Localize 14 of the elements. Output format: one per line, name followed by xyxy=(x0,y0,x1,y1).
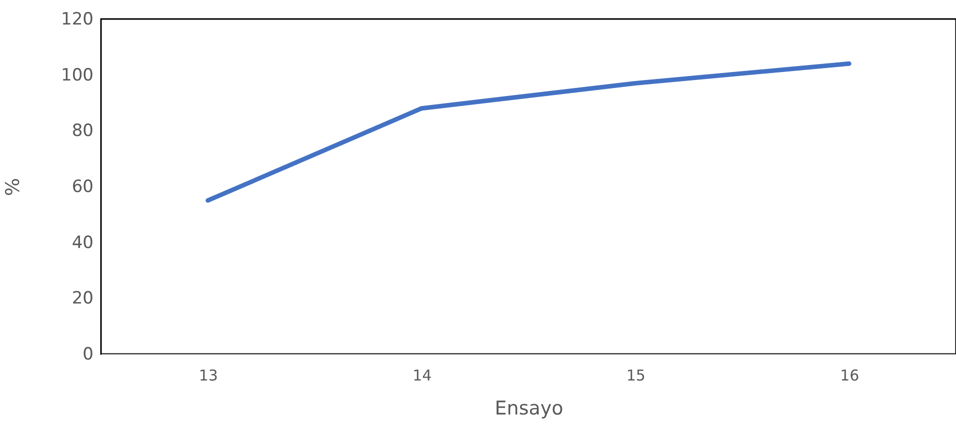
x-tick-label: 14 xyxy=(412,366,432,384)
y-tick-label: 120 xyxy=(61,10,94,30)
x-tick-label: 15 xyxy=(626,366,646,384)
y-axis-title: % xyxy=(2,178,24,196)
y-tick-label: 60 xyxy=(72,177,94,197)
x-tick-label: 13 xyxy=(198,366,218,384)
x-axis-title: Ensayo xyxy=(494,398,564,420)
y-tick-label: 0 xyxy=(82,344,94,364)
y-tick-label: 100 xyxy=(61,65,94,86)
x-tick-label: 16 xyxy=(840,366,860,384)
y-tick-label: 40 xyxy=(72,232,94,253)
line-series xyxy=(206,61,852,203)
y-tick-label: 20 xyxy=(72,288,94,309)
y-tick-label: 80 xyxy=(72,121,94,142)
